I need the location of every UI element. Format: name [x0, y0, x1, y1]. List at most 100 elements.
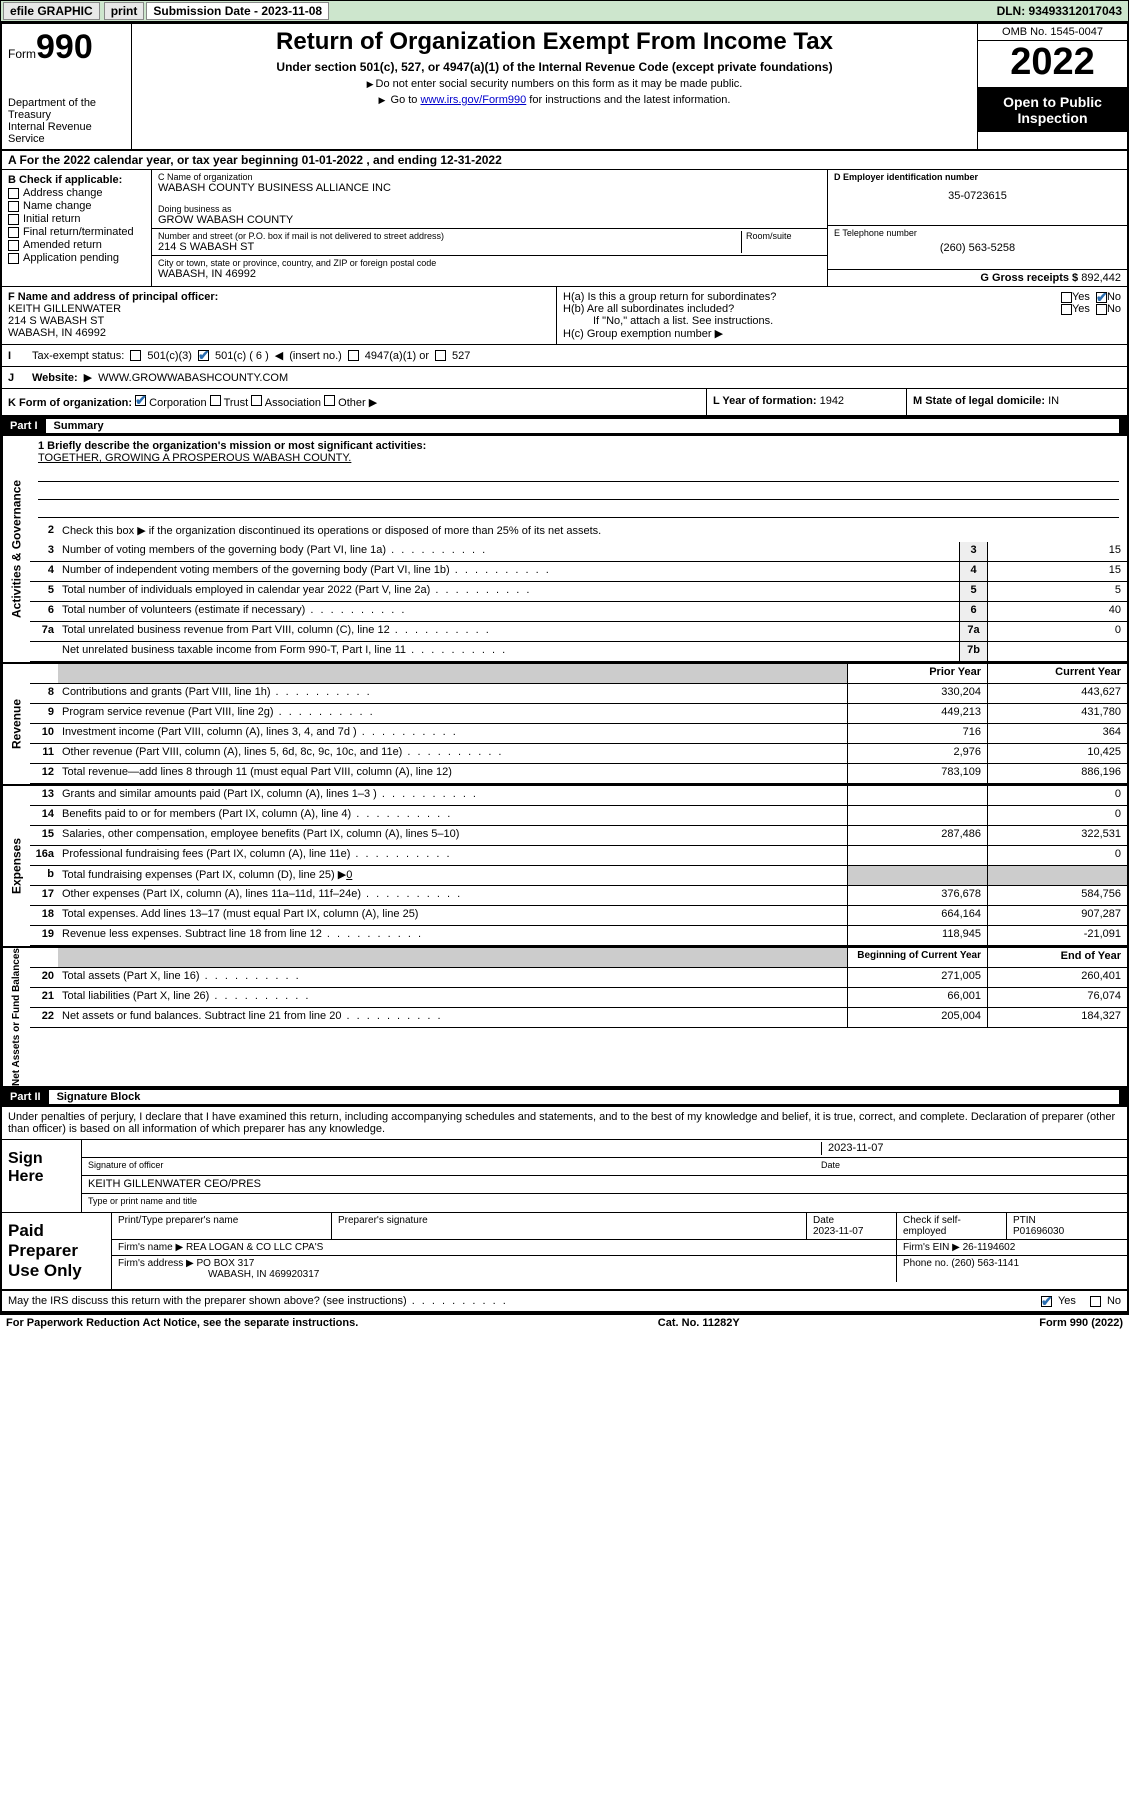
- checkbox-icon[interactable]: [135, 395, 146, 406]
- chk-initial-return[interactable]: Initial return: [8, 213, 145, 225]
- vtab-net: Net Assets or Fund Balances: [2, 948, 30, 1086]
- officer-name: KEITH GILLENWATER: [8, 303, 550, 315]
- l16b-curr: [987, 866, 1127, 885]
- form-subtitle: Under section 501(c), 527, or 4947(a)(1)…: [140, 60, 969, 74]
- firm-ein-label: Firm's EIN: [903, 1242, 949, 1253]
- l3-desc: Number of voting members of the governin…: [58, 542, 959, 561]
- print-button[interactable]: print: [104, 2, 145, 20]
- line-4: 4Number of independent voting members of…: [30, 562, 1127, 582]
- chk-label: Initial return: [23, 213, 80, 225]
- expenses-body: 13Grants and similar amounts paid (Part …: [30, 786, 1127, 946]
- g-label: G Gross receipts $: [980, 272, 1078, 284]
- dln-number: DLN: 93493312017043: [997, 4, 1128, 18]
- line-3: 3Number of voting members of the governi…: [30, 542, 1127, 562]
- l10-curr: 364: [987, 724, 1127, 743]
- line-22: 22Net assets or fund balances. Subtract …: [30, 1008, 1127, 1028]
- sig-date-line: 2023-11-07: [82, 1140, 1127, 1158]
- chk-application-pending[interactable]: Application pending: [8, 252, 145, 264]
- l21-eoy: 76,074: [987, 988, 1127, 1007]
- hb-row: H(b) Are all subordinates included? Yes …: [563, 303, 1121, 315]
- l6-val: 40: [987, 602, 1127, 621]
- blank-line: [38, 466, 1119, 482]
- yes-label: Yes: [1058, 1295, 1076, 1307]
- l16a-prior: [847, 846, 987, 865]
- officer-city: WABASH, IN 46992: [8, 327, 550, 339]
- omb-number: OMB No. 1545-0047: [978, 24, 1127, 41]
- l12-desc: Total revenue—add lines 8 through 11 (mu…: [58, 764, 847, 783]
- checkbox-icon[interactable]: [198, 350, 209, 361]
- city-cell: City or town, state or province, country…: [152, 256, 827, 282]
- open-public: Open to Public Inspection: [978, 88, 1127, 132]
- org-name: WABASH COUNTY BUSINESS ALLIANCE INC: [158, 182, 821, 194]
- l10-desc: Investment income (Part VIII, column (A)…: [58, 724, 847, 743]
- checkbox-icon: [8, 214, 19, 225]
- opt-501c3: 501(c)(3): [147, 350, 192, 362]
- efile-topbar: efile GRAPHIC print Submission Date - 20…: [0, 0, 1129, 22]
- checkbox-icon[interactable]: [251, 395, 262, 406]
- header-left: Form990 Department of the Treasury Inter…: [2, 24, 132, 149]
- opt-4947: 4947(a)(1) or: [365, 350, 429, 362]
- l19-prior: 118,945: [847, 926, 987, 945]
- checkbox-icon[interactable]: [1096, 304, 1107, 315]
- self-emp-cell: Check if self-employed: [897, 1213, 1007, 1239]
- opt-501c: 501(c) ( 6 ): [215, 350, 269, 362]
- prep-sig-hdr: Preparer's signature: [332, 1213, 807, 1239]
- insert-no: (insert no.): [289, 350, 342, 362]
- governance-body: 1 Briefly describe the organization's mi…: [30, 436, 1127, 662]
- checkbox-icon[interactable]: [130, 350, 141, 361]
- chk-amended[interactable]: Amended return: [8, 239, 145, 251]
- m-state: M State of legal domicile: IN: [907, 389, 1127, 415]
- mission-block: 1 Briefly describe the organization's mi…: [30, 436, 1127, 522]
- perjury-statement: Under penalties of perjury, I declare th…: [2, 1107, 1127, 1140]
- revenue-body: Prior YearCurrent Year 8Contributions an…: [30, 664, 1127, 784]
- j-marker: J: [8, 372, 26, 384]
- paid-label: Paid Preparer Use Only: [2, 1213, 112, 1289]
- efile-graphic-button[interactable]: efile GRAPHIC: [3, 2, 100, 20]
- hc-label: H(c) Group exemption number: [563, 328, 712, 340]
- checkbox-icon[interactable]: [435, 350, 446, 361]
- phone-label: Phone no.: [903, 1258, 949, 1269]
- l13-desc: Grants and similar amounts paid (Part IX…: [58, 786, 847, 805]
- chk-name-change[interactable]: Name change: [8, 200, 145, 212]
- l15-curr: 322,531: [987, 826, 1127, 845]
- l9-curr: 431,780: [987, 704, 1127, 723]
- checkbox-icon[interactable]: [348, 350, 359, 361]
- sign-here-row: Sign Here 2023-11-07 Signature of office…: [2, 1140, 1127, 1213]
- yes-label: Yes: [1072, 303, 1090, 315]
- line-18: 18Total expenses. Add lines 13–17 (must …: [30, 906, 1127, 926]
- city: WABASH, IN 46992: [158, 268, 821, 280]
- l2-desc: Check this box ▶ if the organization dis…: [58, 522, 1127, 542]
- irs-label: Internal Revenue Service: [8, 121, 125, 145]
- state-domicile: IN: [1048, 395, 1059, 407]
- street: 214 S WABASH ST: [158, 241, 741, 253]
- m-label: M State of legal domicile:: [913, 395, 1045, 407]
- chk-final-return[interactable]: Final return/terminated: [8, 226, 145, 238]
- checkbox-icon[interactable]: [1061, 292, 1072, 303]
- checkbox-icon[interactable]: [324, 395, 335, 406]
- checkbox-icon[interactable]: [1061, 304, 1072, 315]
- checkbox-icon[interactable]: [1096, 292, 1107, 303]
- l3-val: 15: [987, 542, 1127, 561]
- dba-label: Doing business as: [158, 204, 821, 214]
- type-name-label: Type or print name and title: [82, 1194, 1127, 1212]
- line-10: 10Investment income (Part VIII, column (…: [30, 724, 1127, 744]
- checkbox-icon[interactable]: [1090, 1296, 1101, 1307]
- prep-name-hdr: Print/Type preparer's name: [112, 1213, 332, 1239]
- line-13: 13Grants and similar amounts paid (Part …: [30, 786, 1127, 806]
- l8-curr: 443,627: [987, 684, 1127, 703]
- f-label: F Name and address of principal officer:: [8, 291, 218, 303]
- expenses-section: Expenses 13Grants and similar amounts pa…: [2, 786, 1127, 948]
- page-footer: For Paperwork Reduction Act Notice, see …: [0, 1315, 1129, 1331]
- hc-row: H(c) Group exemption number ▶: [563, 327, 1121, 340]
- checkbox-icon[interactable]: [210, 395, 221, 406]
- chk-address-change[interactable]: Address change: [8, 187, 145, 199]
- mission-text: TOGETHER, GROWING A PROSPEROUS WABASH CO…: [38, 452, 1119, 464]
- f-officer: F Name and address of principal officer:…: [2, 287, 557, 344]
- row-i: I Tax-exempt status: 501(c)(3) 501(c) ( …: [2, 345, 1127, 367]
- firm-ein: 26-1194602: [963, 1242, 1016, 1253]
- checkbox-icon[interactable]: [1041, 1296, 1052, 1307]
- part-title: Signature Block: [49, 1090, 1119, 1104]
- form-ref: Form 990 (2022): [1039, 1317, 1123, 1329]
- l18-curr: 907,287: [987, 906, 1127, 925]
- irs-link[interactable]: www.irs.gov/Form990: [420, 94, 526, 106]
